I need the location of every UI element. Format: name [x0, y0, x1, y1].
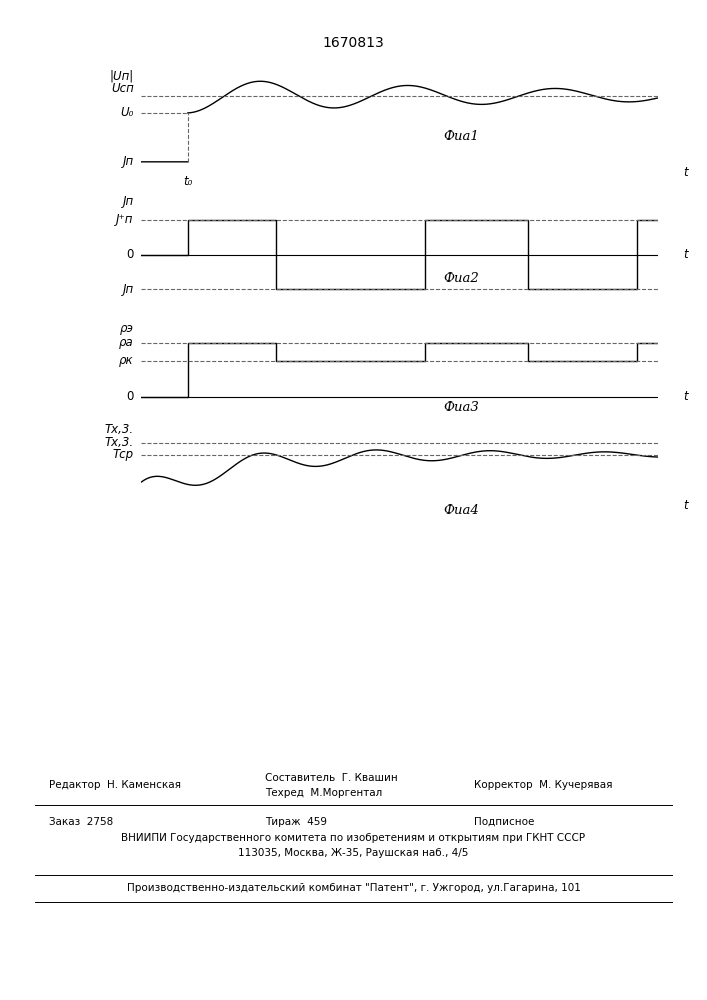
- Text: ρэ: ρэ: [119, 322, 134, 335]
- Text: Jп: Jп: [122, 155, 134, 168]
- Text: t: t: [684, 166, 688, 179]
- Text: 0: 0: [127, 248, 134, 261]
- Text: Фиа3: Фиа3: [443, 401, 479, 414]
- Text: t: t: [684, 499, 688, 512]
- Text: U₀: U₀: [120, 106, 134, 119]
- Text: Подписное: Подписное: [474, 817, 534, 827]
- Text: 1670813: 1670813: [322, 36, 385, 50]
- Text: |Uп|: |Uп|: [110, 70, 134, 83]
- Text: Tх,3.: Tх,3.: [105, 436, 134, 449]
- Text: Фиа2: Фиа2: [443, 272, 479, 285]
- Text: Составитель  Г. Квашин: Составитель Г. Квашин: [265, 773, 398, 783]
- Text: Корректор  М. Кучерявая: Корректор М. Кучерявая: [474, 780, 612, 790]
- Text: 113035, Москва, Ж-35, Раушская наб., 4/5: 113035, Москва, Ж-35, Раушская наб., 4/5: [238, 848, 469, 858]
- Text: Производственно-издательский комбинат "Патент", г. Ужгород, ул.Гагарина, 101: Производственно-издательский комбинат "П…: [127, 883, 580, 893]
- Text: Фиа1: Фиа1: [443, 130, 479, 143]
- Text: Техред  М.Моргентал: Техред М.Моргентал: [265, 788, 382, 798]
- Text: 0: 0: [127, 390, 134, 403]
- Text: Редактор  Н. Каменская: Редактор Н. Каменская: [49, 780, 182, 790]
- Text: t₀: t₀: [183, 175, 192, 188]
- Text: ρк: ρк: [119, 354, 134, 367]
- Text: Jп: Jп: [122, 282, 134, 296]
- Text: Тираж  459: Тираж 459: [265, 817, 327, 827]
- Text: J⁺п: J⁺п: [116, 214, 134, 227]
- Text: t: t: [684, 248, 688, 261]
- Text: Tср: Tср: [112, 448, 134, 461]
- Text: Tх,3.: Tх,3.: [105, 423, 134, 436]
- Text: ВНИИПИ Государственного комитета по изобретениям и открытиям при ГКНТ СССР: ВНИИПИ Государственного комитета по изоб…: [122, 833, 585, 843]
- Text: t: t: [684, 390, 688, 403]
- Text: Фиа4: Фиа4: [443, 504, 479, 517]
- Text: Jп: Jп: [122, 195, 134, 208]
- Text: Заказ  2758: Заказ 2758: [49, 817, 114, 827]
- Text: Uсп: Uсп: [111, 82, 134, 95]
- Text: ρа: ρа: [119, 336, 134, 349]
